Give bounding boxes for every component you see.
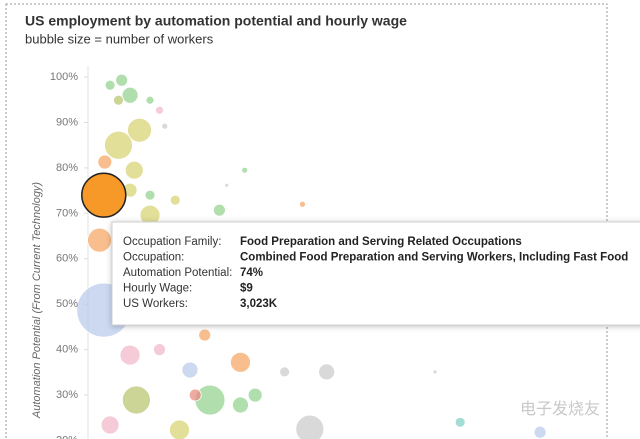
bubble	[153, 343, 166, 357]
bubble	[104, 79, 116, 91]
tooltip-label: Hourly Wage:	[123, 283, 192, 295]
bubble	[224, 182, 230, 188]
bubble	[230, 351, 251, 373]
bubble	[115, 73, 129, 87]
bubble	[119, 344, 141, 366]
bubble	[144, 189, 156, 201]
bubble	[213, 203, 226, 217]
bubble	[81, 172, 127, 218]
bubble	[169, 194, 181, 206]
bubble	[145, 95, 155, 105]
bubble	[104, 130, 133, 160]
bubble	[295, 414, 325, 439]
chart-subtitle: bubble size = number of workers	[25, 31, 214, 46]
tooltip-value: 3,023K	[240, 298, 278, 310]
bubble	[169, 419, 190, 439]
y-tick-label: 30%	[56, 389, 78, 401]
y-tick-label: 50%	[56, 298, 78, 310]
y-tick-label: 70%	[56, 207, 78, 219]
y-axis-label: Automation Potential (From Current Techn…	[31, 182, 43, 420]
bubble	[97, 154, 113, 170]
y-tick-label: 20%	[56, 434, 78, 439]
bubble	[241, 166, 249, 174]
bubble	[127, 117, 152, 143]
tooltip-value: Food Preparation and Serving Related Occ…	[240, 236, 522, 248]
tooltip-value: Combined Food Preparation and Serving Wo…	[240, 252, 628, 264]
y-tick-label: 80%	[56, 162, 78, 174]
tooltip-label: Automation Potential:	[123, 267, 232, 279]
bubble	[198, 328, 212, 342]
bubble	[121, 86, 139, 104]
tooltip-label: Occupation Family:	[123, 236, 221, 248]
bubble	[181, 361, 199, 379]
bubble	[279, 366, 291, 378]
bubble	[247, 387, 263, 403]
chart-title: US employment by automation potential an…	[25, 13, 407, 29]
bubble	[188, 388, 202, 402]
y-tick-label: 40%	[56, 344, 78, 356]
tooltip-label: Occupation:	[123, 252, 184, 264]
bubble	[121, 385, 151, 415]
bubble	[299, 200, 306, 208]
bubble	[124, 160, 144, 180]
bubble	[232, 396, 249, 414]
y-tick-label: 100%	[50, 71, 78, 83]
tooltip-value: 74%	[240, 267, 263, 279]
bubble	[533, 425, 547, 439]
bubble	[100, 415, 120, 435]
bubble	[432, 369, 438, 375]
y-tick-label: 60%	[56, 253, 78, 265]
y-tick-label: 90%	[56, 116, 78, 128]
tooltip-value: $9	[240, 283, 253, 295]
bubble	[454, 416, 466, 428]
watermark: 电子发烧友	[520, 400, 600, 418]
tooltip-label: US Workers:	[123, 298, 188, 310]
bubble	[113, 94, 124, 106]
bubble	[194, 384, 226, 416]
tooltip-box	[111, 221, 640, 326]
bubble	[87, 227, 112, 253]
tooltip: Occupation Family: Food Preparation and S…	[111, 221, 640, 326]
bubble	[155, 105, 164, 115]
bubble	[161, 122, 169, 130]
bubble	[318, 363, 336, 381]
